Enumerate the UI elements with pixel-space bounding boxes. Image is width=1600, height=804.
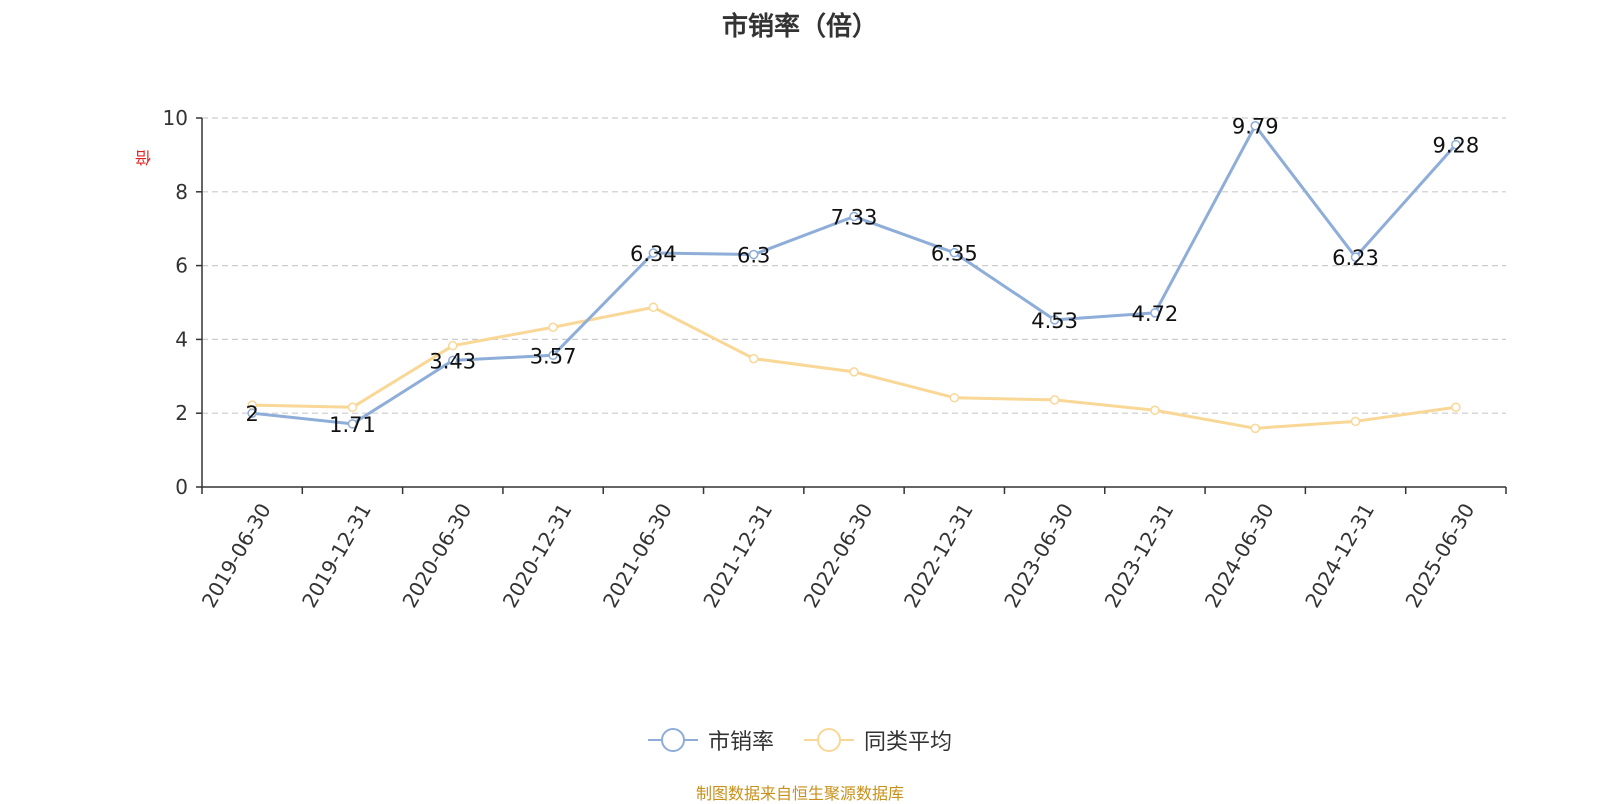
y-tick-label: 0 [175, 475, 188, 499]
data-point-peer-avg [1451, 402, 1461, 413]
legend-item-series-2[interactable]: 同类平均 [804, 724, 952, 756]
chart-title: 市销率（倍） [721, 12, 878, 42]
x-tick-label: 2023-12-31 [1100, 499, 1179, 612]
data-point-peer-avg [1049, 395, 1060, 405]
series-line-ps [251, 124, 1457, 426]
data-source-note: 制图数据来自恒生聚源数据库 [695, 784, 904, 803]
data-point-ps [247, 408, 257, 418]
data-point-ps [1049, 315, 1060, 325]
x-tick-label: 2019-06-30 [197, 499, 276, 612]
data-point-ps [448, 355, 458, 366]
data-point-peer-avg [1150, 405, 1160, 415]
data-label: 6.3 [737, 244, 770, 268]
y-tick-label: 8 [175, 180, 188, 204]
data-point-peer-avg [748, 353, 759, 364]
data-point-peer-avg [1250, 423, 1260, 434]
data-label: 6.34 [630, 242, 677, 266]
x-tick-label: 2021-06-30 [598, 499, 677, 612]
y-tick-label: 6 [175, 254, 188, 278]
data-point-ps [1350, 252, 1361, 262]
data-point-ps [1451, 139, 1461, 150]
data-point-ps [1150, 308, 1160, 318]
x-tick-label: 2019-12-31 [297, 499, 376, 612]
data-label: 2 [245, 402, 258, 426]
data-label: 1.71 [329, 413, 376, 437]
data-point-ps [648, 248, 659, 258]
data-point-peer-avg [849, 367, 859, 377]
legend-marker-icon [647, 728, 698, 752]
data-point-ps [548, 350, 558, 361]
data-point-ps [748, 249, 759, 260]
data-label: 3.57 [530, 344, 577, 368]
legend-label: 同类平均 [864, 730, 953, 755]
data-point-ps [849, 211, 859, 222]
y-tick-label: 10 [163, 106, 188, 130]
x-tick-label: 2025-06-30 [1400, 499, 1479, 612]
x-tick-label: 2024-12-31 [1300, 499, 1379, 612]
data-label: 7.33 [831, 206, 878, 230]
x-tick-label: 2022-12-31 [899, 499, 978, 612]
y-tick-label: 2 [175, 401, 188, 425]
data-point-peer-avg [448, 340, 458, 351]
data-label: 4.53 [1031, 309, 1078, 333]
y-tick-label: 4 [175, 327, 188, 351]
legend-marker-icon [804, 728, 854, 752]
data-label: 3.43 [429, 349, 476, 373]
legend: 市销率 同类平均 [0, 724, 1600, 756]
x-tick-label: 2023-06-30 [999, 499, 1078, 612]
legend-item-series-1[interactable]: 市销率 [647, 724, 774, 756]
x-tick-label: 2021-12-31 [698, 499, 777, 612]
data-label: 9.28 [1432, 134, 1479, 158]
data-point-peer-avg [347, 402, 358, 413]
data-label: 9.79 [1232, 115, 1279, 139]
data-point-ps [1250, 120, 1260, 131]
data-label: 6.23 [1332, 246, 1379, 270]
data-point-ps [949, 247, 960, 258]
legend-label: 市销率 [707, 730, 774, 755]
x-tick-label: 2020-12-31 [498, 499, 577, 612]
data-point-ps [347, 419, 358, 429]
x-tick-label: 2022-06-30 [799, 499, 878, 612]
x-tick-label: 2024-06-30 [1200, 499, 1279, 612]
data-point-peer-avg [548, 322, 558, 332]
data-point-peer-avg [648, 302, 659, 313]
x-tick-label: 2020-06-30 [397, 499, 476, 612]
data-point-peer-avg [949, 392, 960, 403]
data-label: 4.72 [1132, 302, 1179, 326]
data-point-peer-avg [1350, 416, 1361, 427]
data-label: 6.35 [931, 242, 978, 266]
